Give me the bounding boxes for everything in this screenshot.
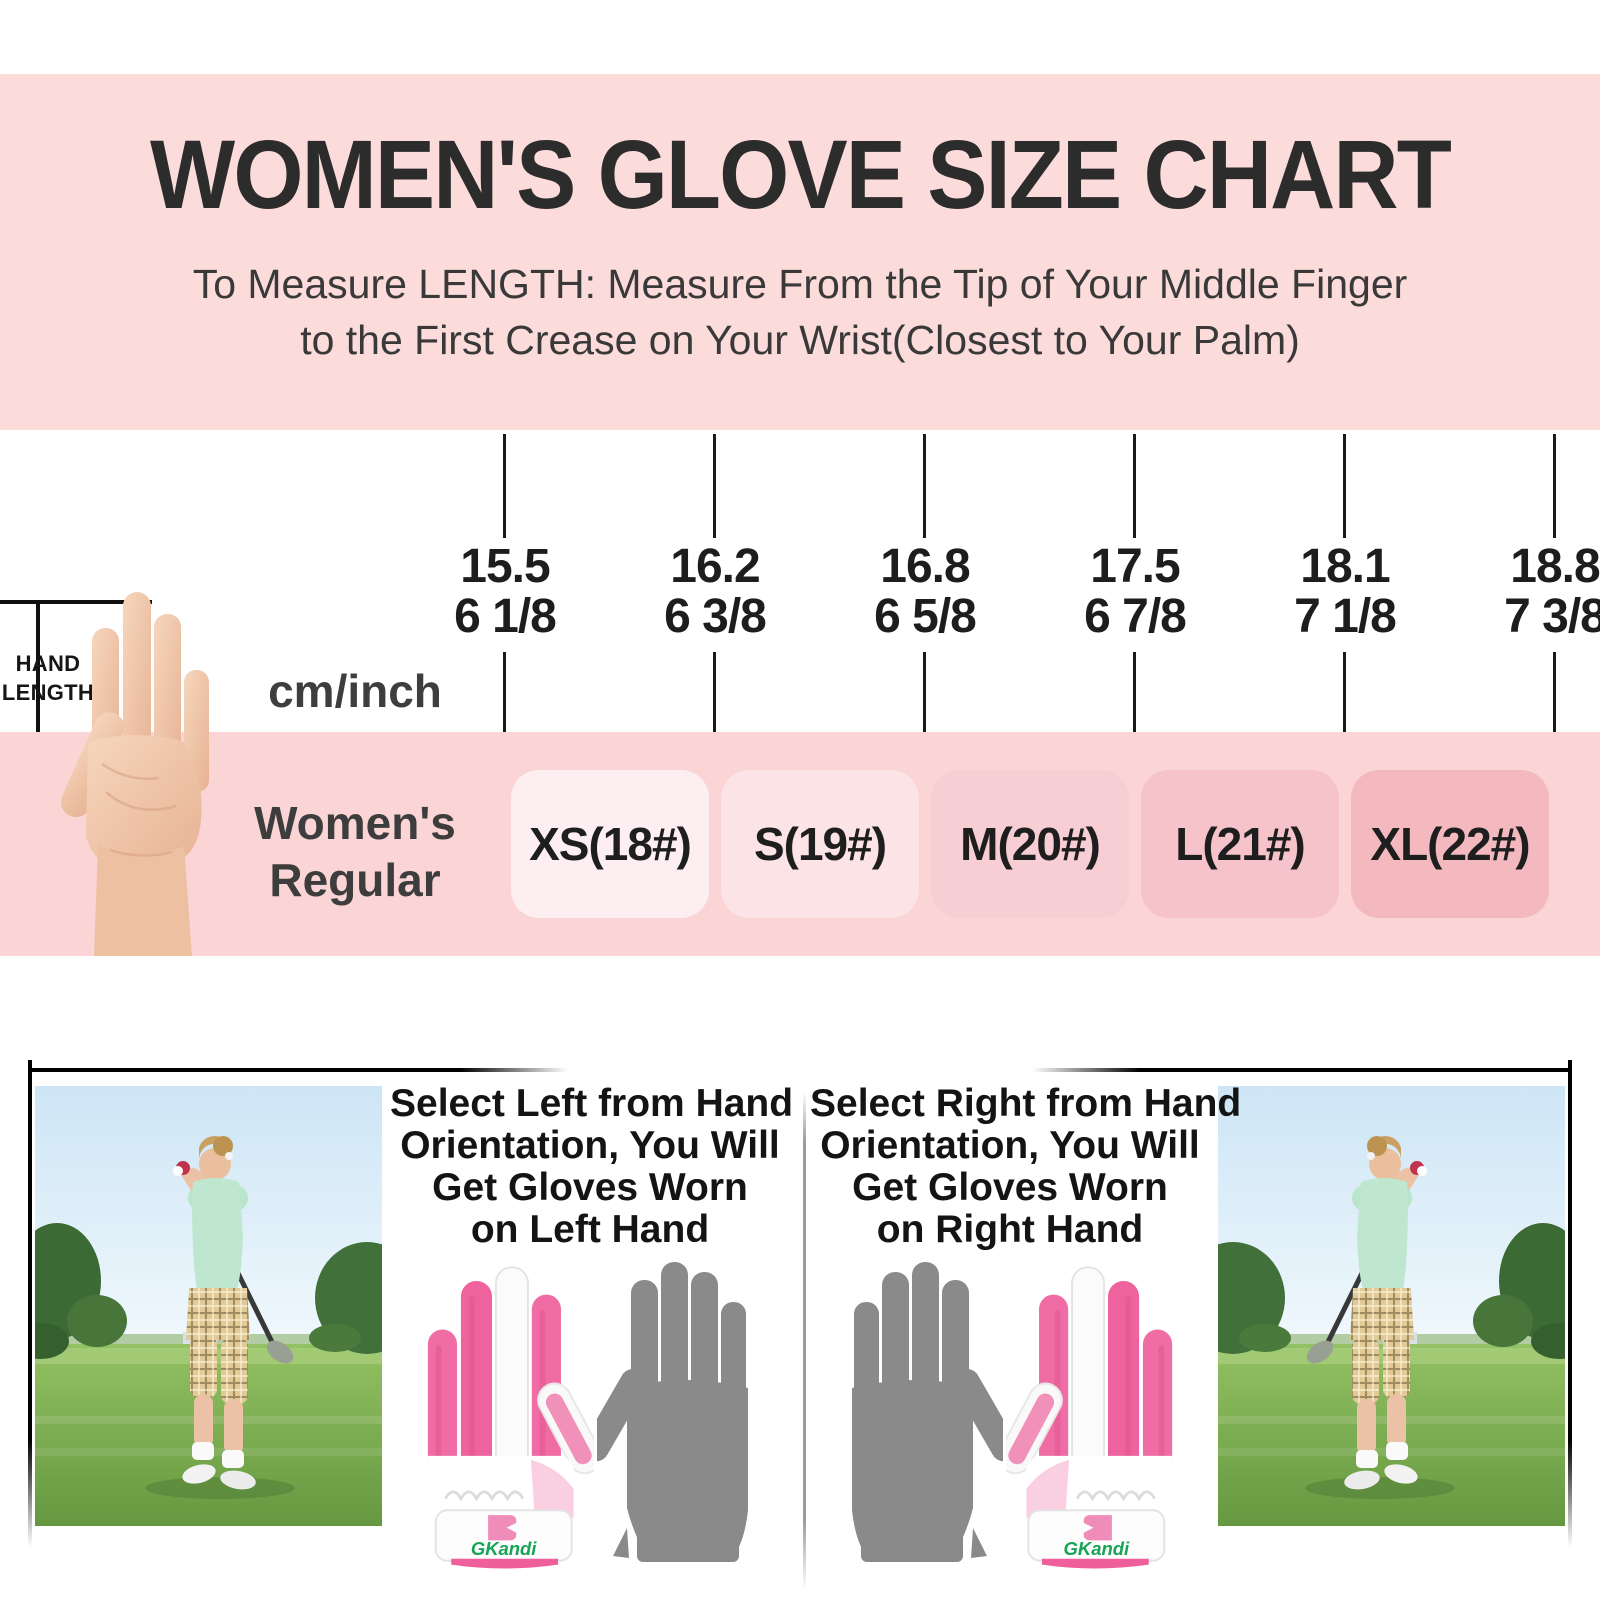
right-orientation-line-3: Get Gloves Worn	[852, 1166, 1168, 1209]
measurement-inch: 7 3/8	[1504, 590, 1600, 643]
size-row-label-line-1: Women's	[254, 797, 456, 849]
right-orientation-line-4: on Right Hand	[876, 1208, 1144, 1251]
ruler-tick	[1343, 434, 1346, 538]
page-title: WOMEN'S GLOVE SIZE CHART	[150, 120, 1452, 229]
measurement-inch: 6 7/8	[1084, 590, 1187, 643]
size-cell-xs: XS(18#)	[511, 770, 709, 918]
measurement-label: 16.8 6 5/8	[815, 542, 1035, 642]
measurement-label: 16.2 6 3/8	[605, 542, 825, 642]
measurement-cm: 18.8	[1510, 540, 1600, 593]
left-orientation-line-2: Orientation, You Will	[400, 1124, 780, 1167]
golfer-photo-right	[1218, 1086, 1565, 1526]
size-row-label-line-2: Regular	[269, 854, 441, 906]
frame-line-top-right	[1032, 1068, 1572, 1072]
measurement-cm: 15.5	[460, 540, 550, 593]
ruler-tick	[923, 434, 926, 538]
left-glove-image: GKandi	[426, 1265, 594, 1570]
ruler-tick	[1553, 434, 1556, 538]
center-divider	[803, 1092, 806, 1590]
brand-logo-text: GKandi	[1064, 1538, 1130, 1559]
size-cell-xl: XL(22#)	[1351, 770, 1549, 918]
measurement-inch: 7 1/8	[1294, 590, 1397, 643]
left-orientation-line-1: Select Left from Hand	[390, 1082, 794, 1125]
measurement-cm: 16.2	[670, 540, 760, 593]
measurement-cm: 18.1	[1300, 540, 1390, 593]
hand-length-label-line-2: LENGTH	[1, 680, 95, 705]
measurement-label: 17.5 6 7/8	[1025, 542, 1245, 642]
measurement-label: 18.8 7 3/8	[1445, 542, 1600, 642]
measurement-inch: 6 3/8	[664, 590, 767, 643]
right-orientation-line-2: Orientation, You Will	[820, 1124, 1200, 1167]
right-orientation-line-1: Select Right from Hand	[810, 1082, 1242, 1125]
ruler-tick	[1553, 652, 1556, 732]
size-row-label: Women's Regular	[230, 795, 480, 909]
subtitle-line-2: to the First Crease on Your Wrist(Closes…	[300, 317, 1300, 363]
measurement-label: 18.1 7 1/8	[1235, 542, 1455, 642]
measurement-inch: 6 5/8	[874, 590, 977, 643]
hand-photo	[54, 592, 211, 956]
dimension-line-vertical	[36, 600, 40, 856]
header-banner: WOMEN'S GLOVE SIZE CHART To Measure LENG…	[0, 74, 1600, 430]
golfer-photo-left	[35, 1086, 382, 1526]
size-cell-m: M(20#)	[931, 770, 1129, 918]
ruler-tick	[503, 434, 506, 538]
measurement-cm: 16.8	[880, 540, 970, 593]
frame-line-top-left	[28, 1068, 568, 1072]
brand-logo-text: GKandi	[471, 1538, 537, 1559]
ruler-tick	[1133, 434, 1136, 538]
left-hand-silhouette	[597, 1262, 748, 1562]
ruler-tick	[1133, 652, 1136, 732]
ruler-tick	[713, 434, 716, 538]
measurement-cm: 17.5	[1090, 540, 1180, 593]
frame-line-right	[1568, 1060, 1572, 1547]
right-orientation-text: Select Right from Hand Orientation, You …	[810, 1082, 1242, 1251]
unit-label: cm/inch	[268, 665, 442, 717]
subtitle-line-1: To Measure LENGTH: Measure From the Tip …	[192, 261, 1408, 307]
frame-line-left	[28, 1060, 32, 1547]
ruler-tick	[713, 652, 716, 732]
left-orientation-line-4: on Left Hand	[470, 1208, 710, 1251]
measurement-label: 15.5 6 1/8	[395, 542, 615, 642]
hand-length-label-line-1: HAND	[15, 651, 81, 676]
right-hand-silhouette	[852, 1262, 1003, 1562]
size-cell-l: L(21#)	[1141, 770, 1339, 918]
left-orientation-text: Select Left from Hand Orientation, You W…	[390, 1082, 794, 1251]
size-cell-s: S(19#)	[721, 770, 919, 918]
right-glove-image: GKandi	[1006, 1265, 1174, 1570]
left-orientation-line-3: Get Gloves Worn	[432, 1166, 748, 1209]
dimension-line-top	[0, 600, 152, 604]
measurement-inch: 6 1/8	[454, 590, 557, 643]
ruler-tick	[503, 652, 506, 732]
ruler-tick	[1343, 652, 1346, 732]
ruler-tick	[923, 652, 926, 732]
hand-length-label: HAND LENGTH	[0, 649, 96, 707]
